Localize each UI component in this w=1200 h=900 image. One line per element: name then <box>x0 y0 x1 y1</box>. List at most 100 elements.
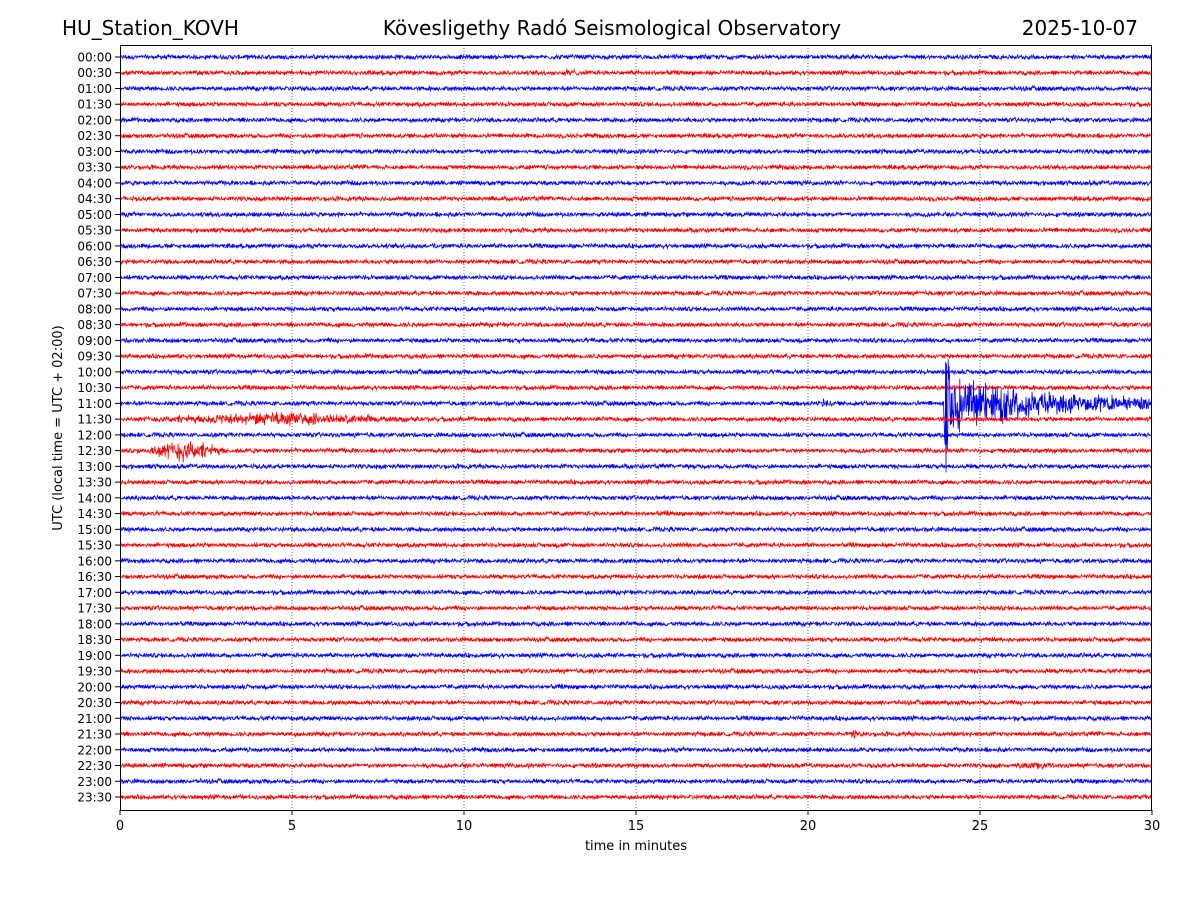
plot-frame <box>120 45 1152 811</box>
y-tick-label: 04:00 <box>77 176 112 190</box>
y-tick-label: 00:00 <box>77 51 112 65</box>
y-tick-label: 05:00 <box>77 208 112 222</box>
y-tick-label: 18:30 <box>77 633 112 647</box>
y-tick-label: 12:00 <box>77 428 112 442</box>
trace-1730 <box>120 604 1152 612</box>
trace-1330 <box>120 478 1152 487</box>
trace-2230 <box>120 761 1152 771</box>
trace-0900 <box>120 336 1152 345</box>
y-tick-label: 15:30 <box>77 539 112 553</box>
trace-1830 <box>120 635 1152 644</box>
trace-0630 <box>120 257 1152 266</box>
trace-2130 <box>120 729 1152 739</box>
y-tick-label: 15:00 <box>77 523 112 537</box>
y-tick-label: 14:30 <box>77 507 112 521</box>
trace-1230 <box>120 441 1152 463</box>
trace-1600 <box>120 556 1152 565</box>
x-axis-label: time in minutes <box>585 839 687 854</box>
trace-0530 <box>120 226 1152 235</box>
y-tick-label: 05:30 <box>77 224 112 238</box>
y-tick-label: 17:00 <box>77 586 112 600</box>
trace-1900 <box>120 651 1152 660</box>
y-tick-label: 08:00 <box>77 302 112 316</box>
y-tick-label: 14:00 <box>77 491 112 505</box>
x-tick-label: 20 <box>800 819 817 834</box>
x-tick-label: 5 <box>288 819 296 834</box>
y-tick-label: 22:30 <box>77 759 112 773</box>
trace-0830 <box>120 321 1152 329</box>
trace-1130 <box>120 411 1152 427</box>
y-tick-label: 13:00 <box>77 460 112 474</box>
y-tick-label: 09:00 <box>77 334 112 348</box>
trace-1400 <box>120 493 1152 502</box>
trace-0330 <box>120 163 1152 172</box>
y-tick-label: 11:30 <box>77 413 112 427</box>
trace-0700 <box>120 273 1152 282</box>
trace-0930 <box>120 352 1152 361</box>
trace-0500 <box>120 210 1152 219</box>
y-tick-label: 19:30 <box>77 665 112 679</box>
trace-1200 <box>120 431 1152 439</box>
trace-1300 <box>120 462 1152 471</box>
trace-2330 <box>120 793 1152 801</box>
y-axis-label: UTC (local time = UTC + 02:00) <box>51 325 66 530</box>
y-tick-label: 17:30 <box>77 602 112 616</box>
x-tick-label: 25 <box>972 819 989 834</box>
trace-1500 <box>120 525 1152 534</box>
trace-1530 <box>120 541 1152 550</box>
trace-0600 <box>120 242 1152 250</box>
y-tick-label: 10:00 <box>77 365 112 379</box>
y-tick-label: 06:00 <box>77 239 112 253</box>
y-tick-label: 07:30 <box>77 287 112 301</box>
y-tick-label: 19:00 <box>77 649 112 663</box>
trace-0030 <box>120 67 1152 77</box>
y-tick-label: 18:00 <box>77 617 112 631</box>
trace-0130 <box>120 100 1152 109</box>
trace-0300 <box>120 147 1152 156</box>
y-tick-label: 23:00 <box>77 775 112 789</box>
y-tick-label: 20:30 <box>77 696 112 710</box>
y-tick-label: 13:30 <box>77 476 112 490</box>
trace-0400 <box>120 179 1152 187</box>
y-tick-label: 02:00 <box>77 113 112 127</box>
y-tick-label: 06:30 <box>77 255 112 269</box>
y-tick-label: 21:00 <box>77 712 112 726</box>
x-tick-label: 10 <box>456 819 473 834</box>
y-tick-label: 16:30 <box>77 570 112 584</box>
trace-1700 <box>120 588 1152 597</box>
y-tick-label: 03:30 <box>77 161 112 175</box>
x-tick-label: 15 <box>628 819 645 834</box>
trace-2030 <box>120 698 1152 707</box>
station-label: HU_Station_KOVH <box>62 16 239 40</box>
date-label: 2025-10-07 <box>1021 16 1138 40</box>
y-tick-label: 03:00 <box>77 145 112 159</box>
y-tick-label: 04:30 <box>77 192 112 206</box>
y-tick-label: 11:00 <box>77 397 112 411</box>
y-tick-label: 23:30 <box>77 791 112 805</box>
trace-2000 <box>120 683 1152 691</box>
y-tick-label: 07:00 <box>77 271 112 285</box>
trace-1100 <box>120 359 1152 473</box>
chart-title: Kövesligethy Radó Seismological Observat… <box>382 16 842 40</box>
y-tick-label: 09:30 <box>77 350 112 364</box>
y-tick-label: 01:00 <box>77 82 112 96</box>
trace-0430 <box>120 194 1152 203</box>
y-tick-label: 01:30 <box>77 98 112 112</box>
trace-1800 <box>120 619 1152 628</box>
trace-2100 <box>120 714 1152 723</box>
trace-1930 <box>120 666 1152 675</box>
y-tick-label: 10:30 <box>77 381 112 395</box>
trace-0100 <box>120 84 1152 93</box>
trace-0230 <box>120 131 1152 140</box>
y-tick-label: 20:00 <box>77 680 112 694</box>
trace-1000 <box>120 367 1152 376</box>
x-tick-label: 0 <box>116 819 124 834</box>
trace-1430 <box>120 509 1152 518</box>
trace-0200 <box>120 116 1152 124</box>
trace-0000 <box>120 53 1152 61</box>
y-tick-label: 02:30 <box>77 129 112 143</box>
y-tick-label: 00:30 <box>77 66 112 80</box>
y-tick-label: 16:00 <box>77 554 112 568</box>
